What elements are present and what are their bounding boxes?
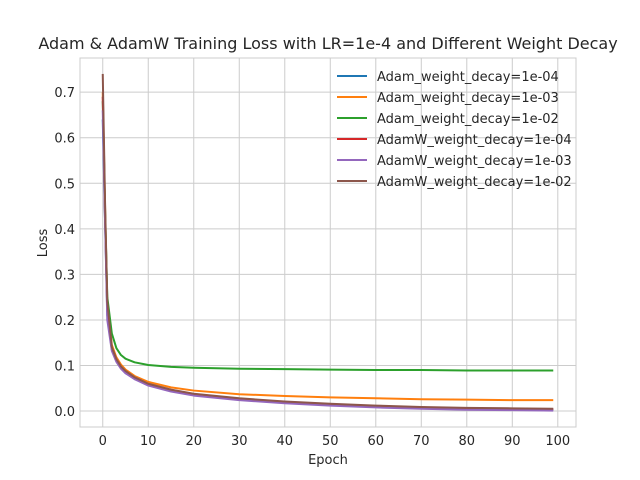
series-line-5 xyxy=(101,73,554,410)
x-axis-label: Epoch xyxy=(308,453,348,468)
chart-title: Adam & AdamW Training Loss with LR=1e-4 … xyxy=(38,34,617,53)
x-tick-label: 20 xyxy=(185,434,202,449)
y-tick-label: 0.4 xyxy=(54,223,75,238)
y-gridlines xyxy=(80,91,576,412)
legend-label: AdamW_weight_decay=1e-03 xyxy=(377,154,572,169)
plot-frame xyxy=(79,57,577,428)
legend-label: Adam_weight_decay=1e-02 xyxy=(377,112,559,127)
y-tick-label: 0.3 xyxy=(54,268,75,283)
legend-label: Adam_weight_decay=1e-03 xyxy=(377,91,559,106)
x-tick-label: 30 xyxy=(231,434,248,449)
x-tick-label: 40 xyxy=(276,434,293,449)
x-tick-label: 80 xyxy=(459,434,476,449)
y-tick-label: 0.7 xyxy=(54,86,75,101)
series-line-2 xyxy=(101,101,554,372)
x-tick-label: 10 xyxy=(140,434,157,449)
y-tick-label: 0.5 xyxy=(54,177,75,192)
y-axis-ticks: 0.0 0.1 0.2 0.3 0.4 0.5 0.6 0.7 xyxy=(54,86,75,420)
legend: Adam_weight_decay=1e-04 Adam_weight_decay… xyxy=(337,70,572,190)
x-tick-label: 90 xyxy=(504,434,521,449)
legend-label: Adam_weight_decay=1e-04 xyxy=(377,70,559,85)
y-tick-label: 0.0 xyxy=(54,405,75,420)
x-tick-label: 70 xyxy=(413,434,430,449)
x-tick-label: 50 xyxy=(322,434,339,449)
y-tick-label: 0.6 xyxy=(54,132,75,147)
legend-label: AdamW_weight_decay=1e-02 xyxy=(377,175,572,190)
y-tick-label: 0.2 xyxy=(54,314,75,329)
plot-area xyxy=(79,57,577,428)
series-lines xyxy=(101,73,554,412)
x-tick-label: 0 xyxy=(99,434,107,449)
legend-label: AdamW_weight_decay=1e-04 xyxy=(377,133,572,148)
x-tick-label: 60 xyxy=(368,434,385,449)
x-tick-label: 100 xyxy=(545,434,570,449)
y-tick-label: 0.1 xyxy=(54,360,75,375)
x-axis-ticks: 0 10 20 30 40 50 60 70 80 90 100 xyxy=(99,434,571,449)
series-line-4 xyxy=(101,110,554,412)
y-axis-label: Loss xyxy=(36,229,51,258)
